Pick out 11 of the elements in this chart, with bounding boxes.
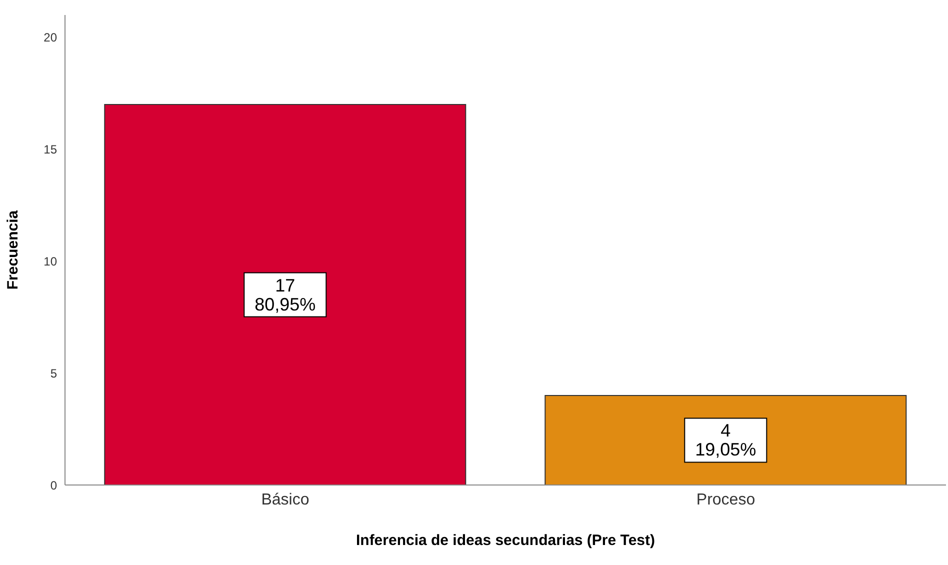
y-tick-label: 0 — [50, 478, 58, 492]
x-tick-label: Básico — [261, 491, 310, 508]
x-tick-label: Proceso — [696, 491, 756, 508]
data-label: 4 19,05% — [695, 420, 756, 460]
y-tick-label: 10 — [44, 254, 58, 268]
x-axis-title: Inferencia de ideas secundarias (Pre Test) — [356, 532, 656, 549]
y-axis-title: Frecuencia — [4, 210, 22, 290]
y-tick-label: 15 — [44, 142, 58, 157]
data-label: 17 80,95% — [254, 275, 316, 314]
y-tick-label: 5 — [50, 366, 58, 380]
y-tick-label: 20 — [44, 30, 58, 45]
